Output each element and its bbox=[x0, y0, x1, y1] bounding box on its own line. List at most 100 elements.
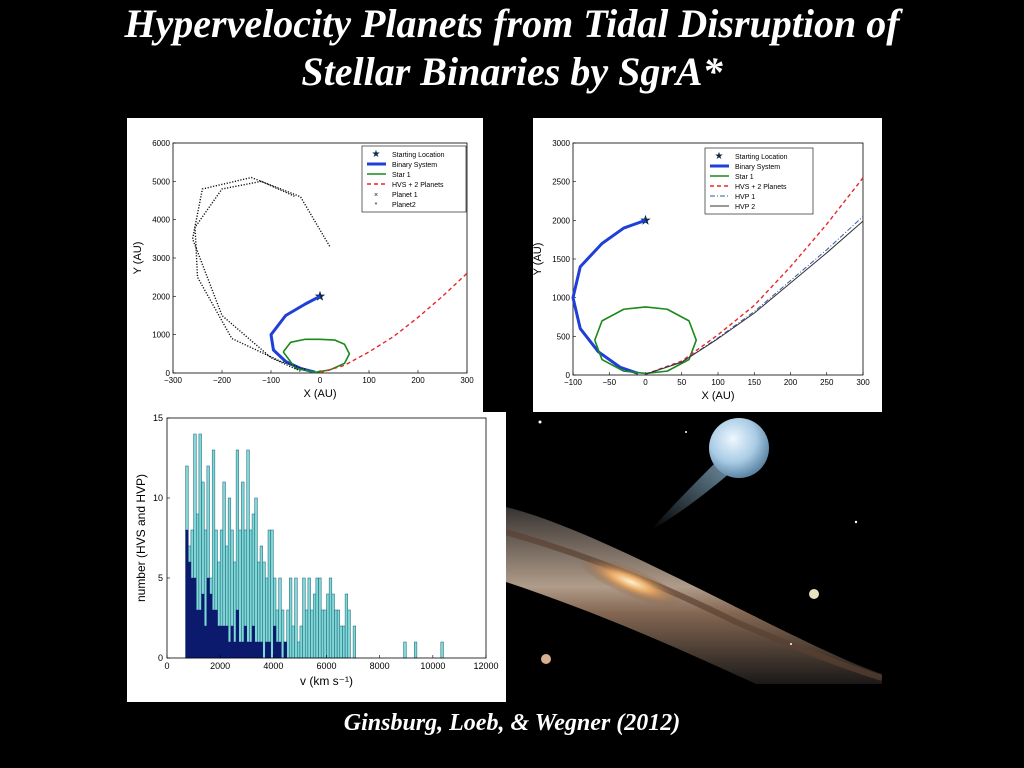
histogram-bar-hvs bbox=[211, 609, 216, 659]
histogram-bar-hvp bbox=[318, 577, 322, 659]
histogram-bar-hvs bbox=[275, 641, 279, 659]
y-tick-label: 3000 bbox=[552, 139, 570, 148]
y-tick-label: 6000 bbox=[152, 139, 170, 148]
histogram-bar-hvp bbox=[238, 529, 242, 659]
x-tick-label: 100 bbox=[711, 378, 725, 387]
histogram-bar-hvs bbox=[196, 609, 200, 659]
y-axis-label: Y (AU) bbox=[533, 243, 544, 276]
legend-label: Star 1 bbox=[392, 172, 411, 179]
histogram-bar-hvs bbox=[193, 577, 197, 659]
legend-label: Planet2 bbox=[392, 202, 416, 209]
histogram-bar-hvs bbox=[283, 641, 287, 659]
slide-title: Hypervelocity Planets from Tidal Disrupt… bbox=[0, 0, 1024, 96]
histogram-bar-hvs bbox=[241, 641, 245, 659]
x-tick-label: −100 bbox=[262, 376, 281, 385]
legend-swatch: ★ bbox=[372, 149, 381, 160]
legend-swatch: × bbox=[374, 192, 378, 199]
x-tick-label: 10000 bbox=[420, 661, 445, 671]
histogram-bar-hvp bbox=[326, 593, 330, 659]
galaxy-illustration bbox=[506, 412, 882, 684]
y-tick-label: 10 bbox=[153, 493, 163, 503]
histogram-bar-hvp bbox=[286, 609, 290, 659]
histogram-bar-hvp bbox=[339, 625, 343, 659]
histogram-bar-hvp bbox=[334, 609, 338, 659]
histogram-bar-hvp bbox=[299, 625, 303, 659]
histogram-bar-hvp bbox=[323, 609, 327, 659]
legend-label: Planet 1 bbox=[392, 192, 418, 199]
histogram-bar-hvp bbox=[259, 545, 263, 659]
x-tick-label: 200 bbox=[784, 378, 798, 387]
histogram-bar-hvp bbox=[310, 609, 314, 659]
series-hvs-2-planets bbox=[645, 177, 864, 375]
y-tick-label: 0 bbox=[158, 653, 163, 663]
histogram-bar-hvp bbox=[331, 593, 335, 659]
series-hvp-2 bbox=[645, 220, 864, 375]
y-tick-label: 3000 bbox=[152, 254, 170, 263]
histogram-bar-hvs bbox=[198, 609, 202, 659]
histogram-bar-hvs bbox=[249, 641, 253, 659]
histogram-bar-hvp bbox=[347, 609, 351, 659]
histogram-bar-hvs bbox=[273, 625, 277, 659]
y-axis-label: Y (AU) bbox=[132, 242, 144, 275]
y-tick-label: 5000 bbox=[152, 177, 170, 186]
histogram-bar-hvp bbox=[249, 529, 253, 659]
histogram-bar-hvs bbox=[227, 641, 232, 659]
legend-label: Binary System bbox=[392, 162, 437, 169]
x-tick-label: 12000 bbox=[473, 661, 498, 671]
histogram-bar-hvs bbox=[267, 641, 271, 659]
y-tick-label: 1000 bbox=[552, 294, 570, 303]
legend-label: Binary System bbox=[735, 164, 780, 171]
histogram-bar-hvs bbox=[235, 609, 239, 659]
histogram-bar-hvs bbox=[219, 625, 224, 659]
y-axis-label: number (HVS and HVP) bbox=[134, 474, 148, 602]
histogram-bar-hvs bbox=[230, 625, 234, 659]
legend-label: HVS + 2 Planets bbox=[392, 182, 444, 189]
x-tick-label: 300 bbox=[460, 376, 474, 385]
x-tick-label: 250 bbox=[820, 378, 834, 387]
histogram-bar-hvp bbox=[304, 609, 309, 659]
x-axis-label: X (AU) bbox=[304, 388, 337, 400]
x-axis-label: X (AU) bbox=[702, 390, 735, 402]
histogram-bar-hvp bbox=[289, 577, 293, 659]
histogram-bar-hvp bbox=[270, 529, 274, 659]
y-tick-label: 500 bbox=[557, 332, 571, 341]
y-tick-label: 1500 bbox=[552, 255, 570, 264]
legend-label: HVP 1 bbox=[735, 194, 755, 201]
histogram-bar-hvs bbox=[190, 577, 194, 659]
y-tick-label: 1000 bbox=[152, 331, 170, 340]
series-starting-location bbox=[314, 290, 326, 301]
histogram-bar-hvs bbox=[217, 625, 221, 659]
x-tick-label: 0 bbox=[643, 378, 648, 387]
histogram-bar-hvs bbox=[225, 625, 229, 659]
histogram-bar-hvp bbox=[342, 625, 346, 659]
histogram-bar-hvs bbox=[206, 577, 210, 659]
x-tick-label: 2000 bbox=[210, 661, 230, 671]
x-tick-label: 50 bbox=[677, 378, 686, 387]
series-star-1 bbox=[594, 306, 698, 375]
histogram-bar-hvp bbox=[312, 593, 317, 659]
histogram-bar-hvs bbox=[246, 641, 250, 659]
x-tick-label: −200 bbox=[213, 376, 232, 385]
histogram-bar-hvp bbox=[307, 577, 311, 659]
series-hvp-1 bbox=[645, 216, 864, 375]
y-tick-label: 2000 bbox=[152, 292, 170, 301]
orbit-plot-right: −100 −50 0 50 100 150 200 250 300 0 500 1000 1500 200… bbox=[533, 118, 882, 412]
histogram-bar-hvp bbox=[281, 609, 285, 659]
histogram-bar-hvp bbox=[440, 641, 444, 659]
histogram-bar-hvp bbox=[302, 577, 306, 659]
series-starting-location bbox=[640, 214, 651, 225]
histogram-bar-hvp bbox=[262, 561, 266, 659]
x-tick-label: 100 bbox=[362, 376, 376, 385]
histogram-bar-hvs bbox=[251, 625, 255, 659]
x-tick-label: 8000 bbox=[370, 661, 390, 671]
y-tick-label: 5 bbox=[158, 573, 163, 583]
series-binary-system bbox=[571, 218, 647, 375]
legend-label: Star 1 bbox=[735, 174, 754, 181]
title-line-2: Stellar Binaries by SgrA* bbox=[301, 49, 723, 94]
title-line-1: Hypervelocity Planets from Tidal Disrupt… bbox=[124, 1, 900, 46]
histogram-bar-hvp bbox=[297, 641, 301, 659]
y-tick-label: 0 bbox=[566, 371, 571, 380]
velocity-histogram: 0 2000 4000 6000 8000 10000 12000 0 5 10 15 v (km s… bbox=[127, 412, 506, 702]
orbit-plot-left: −300 −200 −100 0 100 200 300 0 1000 2000 3000 4000 5… bbox=[127, 118, 483, 412]
histogram-bar-hvp bbox=[254, 497, 258, 659]
